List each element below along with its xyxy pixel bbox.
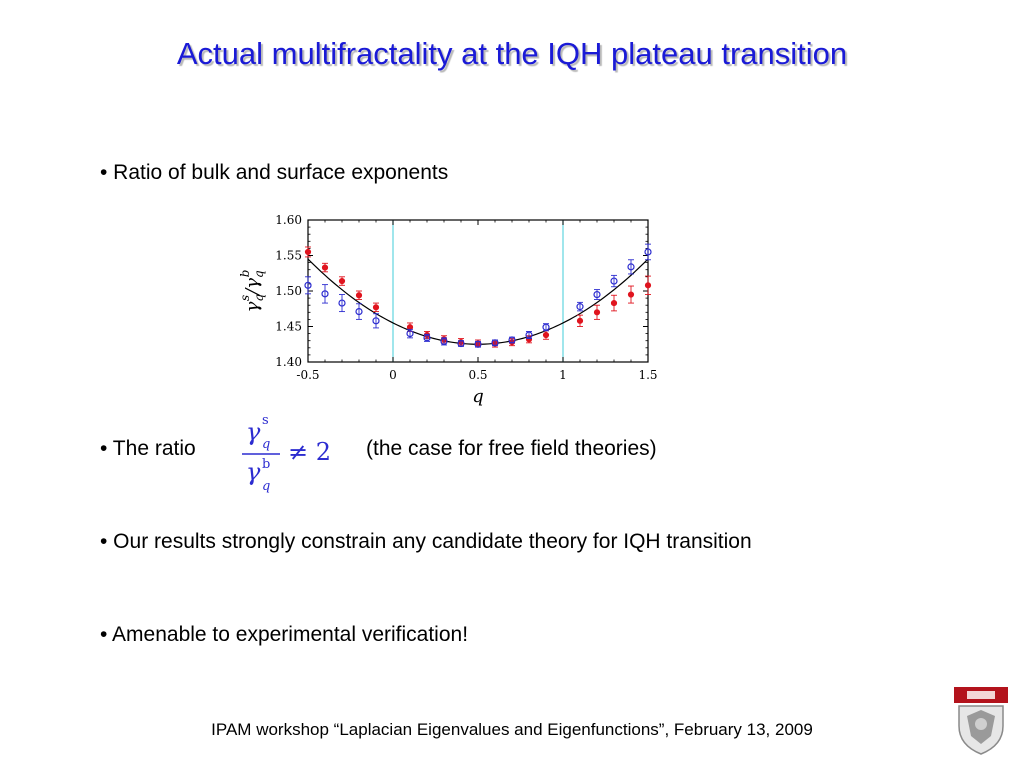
formula-denominator-sup: b [262,457,270,472]
x-tick-label: 0.5 [468,368,487,382]
data-point-open [338,299,346,307]
formula-numerator-sup: s [262,413,269,428]
fit-curve [307,258,649,345]
y-axis-label-part: γ [242,301,263,312]
data-point-filled [593,309,601,316]
y-tick-label: 1.50 [275,284,302,298]
y-axis-label: γqs/γqb [238,270,266,313]
ratio-formula: γ s q γ b q ≠ 2 [242,413,331,494]
y-axis-label-part: b [238,270,252,278]
data-point-open [576,303,584,311]
data-point-filled [576,317,584,324]
data-point-open [542,323,550,331]
data-point-open [372,317,380,325]
data-point-filled [627,291,635,298]
y-tick-label: 1.55 [275,249,302,263]
formula-denominator-gamma: γ [246,458,261,486]
data-point-open [525,331,533,339]
data-point-filled [610,299,618,307]
x-tick-label: 1 [559,368,567,382]
data-point-filled [355,292,363,299]
data-point-open [355,307,363,316]
data-point-open [593,290,601,299]
y-axis-label-part: q [252,294,266,302]
data-point-filled [644,282,652,289]
data-point-open [440,337,448,346]
x-tick-label: 0 [389,368,397,382]
bullet-ratio-exponents: • Ratio of bulk and surface exponents [100,161,449,184]
bullet-the-ratio: • The ratio [100,437,196,460]
formula-numerator-sub: q [262,437,270,452]
data-point-filled [372,304,380,311]
data-point-open [508,336,516,344]
university-crest-logo [954,687,1008,755]
formula-denominator-sub: q [262,479,270,494]
data-point-filled [304,248,312,256]
formula-numerator-gamma: γ [246,418,261,446]
footer-text: IPAM workshop “Laplacian Eigenvalues and… [211,720,813,739]
data-point-open [304,281,312,289]
data-point-open [627,263,635,271]
data-point-filled [338,277,346,285]
x-tick-label: -0.5 [296,368,319,382]
y-tick-label: 1.60 [275,213,302,227]
data-point-filled [321,264,329,271]
slide-title: Actual multifractality at the IQH platea… [176,36,848,71]
y-tick-label: 1.40 [275,355,302,369]
data-point-open [457,339,465,348]
data-point-open [321,290,329,298]
data-point-open [491,339,499,347]
data-point-open [610,277,618,285]
data-point-filled [542,331,550,339]
y-axis-label-part: s [238,295,252,301]
data-point-open [644,248,652,256]
x-axis-label: q [472,386,484,407]
bullet-constrain-theory: • Our results strongly constrain any can… [100,530,752,553]
bullet-experimental-verification: • Amenable to experimental verification! [100,623,469,646]
data-point-open [423,334,431,342]
data-point-open [406,329,414,338]
y-axis-label-part: q [252,270,266,278]
x-tick-label: 1.5 [638,368,657,382]
y-tick-label: 1.45 [275,320,302,334]
ratio-note: (the case for free field theories) [366,437,657,460]
formula-relation: ≠ 2 [288,438,331,466]
y-axis-label-part: /γ [242,278,263,297]
data-point-open [474,340,482,348]
